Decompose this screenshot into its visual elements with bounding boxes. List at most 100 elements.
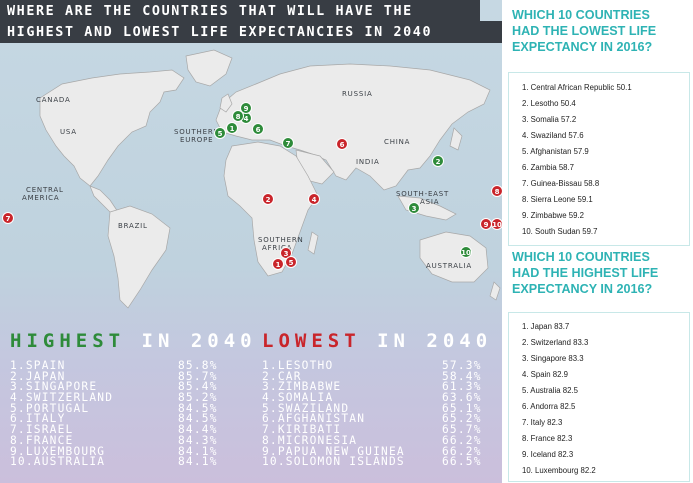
country-value: 85.4%: [178, 380, 218, 394]
country-name: 9.LUXEMBOURG: [10, 444, 106, 458]
country-name: 10.SOLOMON ISLANDS: [262, 455, 405, 469]
red-pin-1: 1: [272, 258, 284, 270]
red-pin-2: 2: [262, 193, 274, 205]
title-banner: WHERE ARE THE COUNTRIES THAT WILL HAVE T…: [0, 0, 502, 46]
highest-2016-box: 1. Japan 83.7 2. Switzerland 83.3 3. Sin…: [508, 312, 690, 482]
list-item: 10.AUSTRALIA 84.1%: [10, 455, 232, 469]
africa-landmass: [223, 141, 319, 277]
red-pin-5: 5: [285, 256, 297, 268]
country-value: 58.4%: [442, 369, 482, 383]
highest-heading-year: IN 2040: [141, 330, 257, 352]
green-pin-7: 7: [282, 137, 294, 149]
country-value: 66.2%: [442, 444, 482, 458]
country-value: 84.5%: [178, 412, 218, 426]
madagascar-landmass: [307, 231, 319, 255]
map-label-southern-africa-2: AFRICA: [262, 244, 293, 252]
green-pin-1: 1: [226, 122, 238, 134]
red-pin-8: 8: [491, 185, 502, 197]
country-value: 66.5%: [442, 455, 482, 469]
list-item: 6.AFGHANISTAN 65.2%: [262, 412, 498, 426]
highest-2040-list: 1.SPAIN 85.8% 2.JAPAN 85.7% 3.SINGAPORE 85.…: [10, 359, 232, 469]
title-band-2: [0, 21, 502, 43]
list-item: 1.SPAIN 85.8%: [10, 359, 232, 372]
list-item: 1. Japan 83.7: [522, 322, 570, 331]
uk-landmass: [219, 93, 233, 113]
country-name: 6.AFGHANISTAN: [262, 412, 366, 426]
highest-2016-question: WHICH 10 COUNTRIES HAD THE HIGHEST LIFE …: [512, 249, 693, 297]
list-item: 9.LUXEMBOURG 84.1%: [10, 444, 232, 458]
list-item: 7.KIRIBATI 65.7%: [262, 423, 498, 437]
country-name: 3.ZIMBABWE: [262, 380, 342, 394]
green-pin-9: 9: [240, 102, 252, 114]
highest-heading: HIGHEST IN 2040: [10, 330, 257, 352]
red-pin-6: 6: [336, 138, 348, 150]
map-label-brazil: BRAZIL: [118, 222, 148, 230]
map-label-russia: RUSSIA: [342, 90, 373, 98]
country-value: 84.1%: [178, 455, 218, 469]
list-item: 1. Central African Republic 50.1: [522, 83, 632, 92]
list-item: 2.JAPAN 85.7%: [10, 369, 232, 383]
sidebar-2016-panel: WHICH 10 COUNTRIES HAD THE LOWEST LIFE E…: [502, 0, 693, 483]
green-pin-6: 6: [252, 123, 264, 135]
map-label-south-east-asia-2: ASIA: [420, 198, 440, 206]
country-name: 8.FRANCE: [10, 433, 74, 447]
country-value: 85.2%: [178, 391, 218, 405]
country-name: 2.CAR: [262, 369, 302, 383]
list-item: 9.PAPUA NEW GUINEA 66.2%: [262, 444, 498, 458]
world-map: [39, 49, 501, 309]
list-item: 8. France 82.3: [522, 434, 573, 443]
new-zealand-landmass: [489, 281, 501, 301]
japan-landmass: [449, 127, 463, 151]
list-item: 9. Zimbabwe 59.2: [522, 211, 584, 220]
list-item: 4.SOMALIA 63.6%: [262, 391, 498, 405]
country-name: 3.SINGAPORE: [10, 380, 98, 394]
green-pin-8: 8: [232, 110, 244, 122]
list-item: 5.PORTUGAL 84.5%: [10, 401, 232, 415]
list-item: 4. Swaziland 57.6: [522, 131, 584, 140]
list-item: 4. Spain 82.9: [522, 370, 568, 379]
country-value: 61.3%: [442, 380, 482, 394]
country-value: 65.1%: [442, 401, 482, 415]
question-line: HAD THE HIGHEST LIFE: [512, 266, 659, 280]
map-label-southern-europe-1: SOUTHERN: [174, 128, 220, 136]
map-label-usa: USA: [60, 128, 77, 136]
green-pin-3: 3: [408, 202, 420, 214]
country-name: 1.SPAIN: [10, 359, 66, 372]
title-line-1: WHERE ARE THE COUNTRIES THAT WILL HAVE T…: [7, 4, 413, 19]
country-value: 85.7%: [178, 369, 218, 383]
map-label-southern-africa-1: SOUTHERN: [258, 236, 304, 244]
country-name: 8.MICRONESIA: [262, 433, 358, 447]
country-name: 4.SOMALIA: [262, 391, 334, 405]
list-item: 2. Lesotho 50.4: [522, 99, 576, 108]
list-item: 6. Andorra 82.5: [522, 402, 576, 411]
title-line-2: HIGHEST AND LOWEST LIFE EXPECTANCIES IN …: [7, 25, 433, 40]
map-label-central-america-1: CENTRAL: [26, 186, 64, 194]
list-item: 8.FRANCE 84.3%: [10, 433, 232, 447]
list-item: 6.ITALY 84.5%: [10, 412, 232, 426]
red-pin-7: 7: [2, 212, 14, 224]
list-item: 10. South Sudan 59.7: [522, 227, 598, 236]
country-value: 84.5%: [178, 401, 218, 415]
country-value: 65.7%: [442, 423, 482, 437]
list-item: 2.CAR 58.4%: [262, 369, 498, 383]
list-item: 5.SWAZILAND 65.1%: [262, 401, 498, 415]
country-value: 63.6%: [442, 391, 482, 405]
country-name: 5.PORTUGAL: [10, 401, 90, 415]
map-label-australia: AUSTRALIA: [426, 262, 472, 270]
map-label-india: INDIA: [356, 158, 380, 166]
map-label-southern-europe-2: EUROPE: [180, 136, 214, 144]
lowest-heading-year: IN 2040: [377, 330, 493, 352]
list-item: 4.SWITZERLAND 85.2%: [10, 391, 232, 405]
country-name: 5.SWAZILAND: [262, 401, 350, 415]
greenland-landmass: [185, 49, 233, 87]
question-line: WHICH 10 COUNTRIES: [512, 8, 650, 22]
highest-heading-word: HIGHEST: [10, 330, 126, 352]
map-label-canada: CANADA: [36, 96, 71, 104]
south-america-landmass: [107, 205, 171, 309]
infographic-panel: WHERE ARE THE COUNTRIES THAT WILL HAVE T…: [0, 0, 502, 483]
title-band-1: [0, 0, 480, 21]
green-pin-2: 2: [432, 155, 444, 167]
red-pin-4: 4: [308, 193, 320, 205]
list-item: 6. Zambia 58.7: [522, 163, 575, 172]
country-value: 84.4%: [178, 423, 218, 437]
